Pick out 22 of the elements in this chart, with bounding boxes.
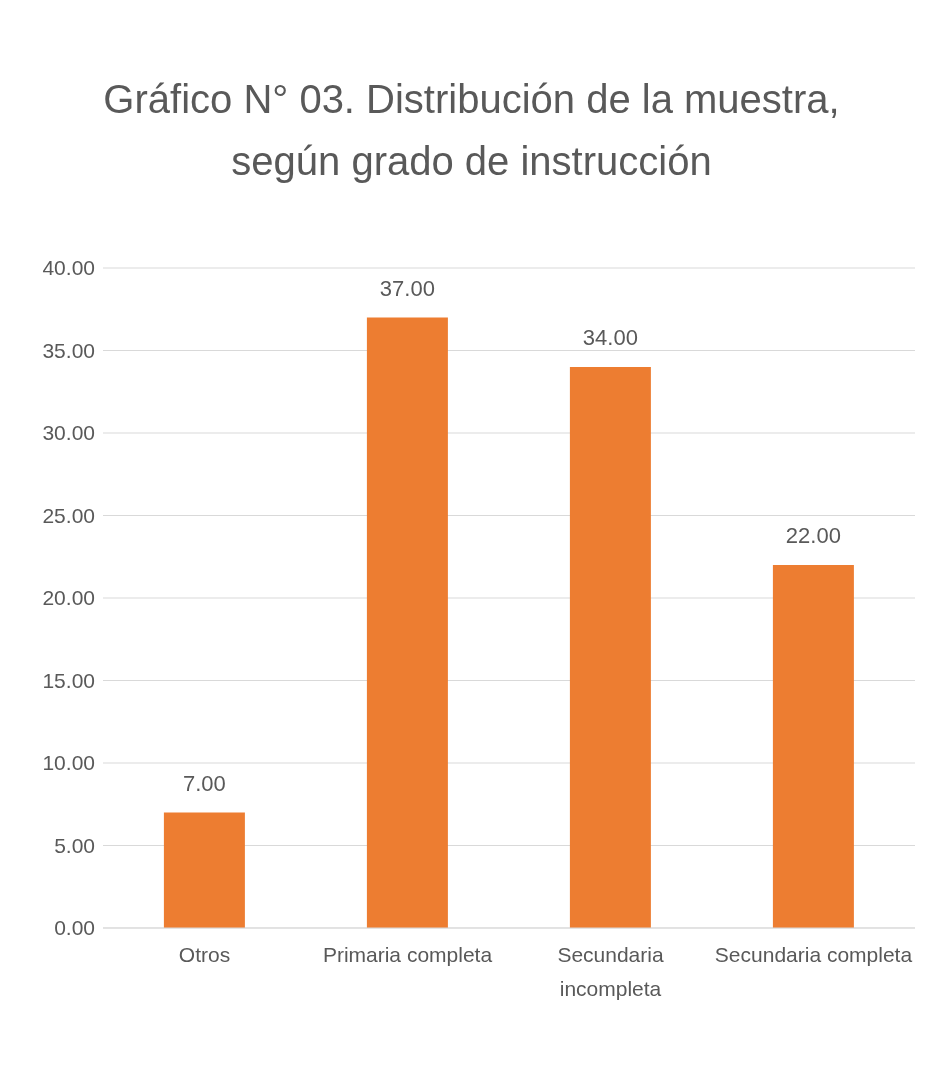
data-label: 22.00	[785, 523, 841, 548]
data-label: 37.00	[379, 275, 435, 301]
data-label: 34.00	[582, 325, 638, 350]
y-tick-label: 35.00	[42, 338, 95, 362]
y-tick-label: 40.00	[42, 256, 95, 280]
x-tick-label: Primaria completa	[322, 943, 493, 966]
bar	[569, 367, 651, 928]
x-tick-label: Otros	[178, 943, 231, 966]
bar	[772, 565, 854, 928]
y-tick-label: 25.00	[42, 503, 95, 527]
y-tick-label: 20.00	[42, 586, 95, 610]
bar	[366, 317, 448, 928]
y-tick-label: 10.00	[42, 751, 95, 775]
x-tick-label: Secundaria incompleta	[557, 943, 664, 1000]
bar	[163, 812, 245, 928]
y-tick-label: 30.00	[42, 421, 95, 445]
data-label: 7.00	[182, 770, 226, 796]
chart-title: Gráfico N° 03. Distribución de la muestra, según grado de instrucción	[102, 76, 841, 185]
y-tick-label: 0.00	[54, 916, 95, 940]
y-tick-label: 15.00	[42, 668, 95, 692]
x-tick-label: Secundaria completa	[714, 943, 913, 966]
y-tick-label: 5.00	[54, 833, 95, 857]
